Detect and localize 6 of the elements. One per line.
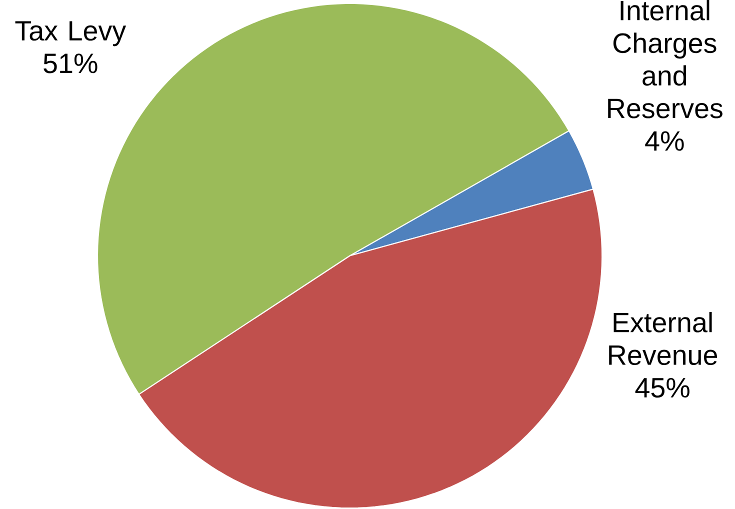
data-label: 45% (635, 378, 690, 398)
slice-label: External Revenue (609, 312, 718, 366)
slice-label: Tax Levy (15, 21, 126, 46)
slice-label: Internal Charges and Reserves (608, 0, 722, 118)
data-label: 51% (44, 54, 98, 74)
data-label: 4% (645, 131, 684, 151)
